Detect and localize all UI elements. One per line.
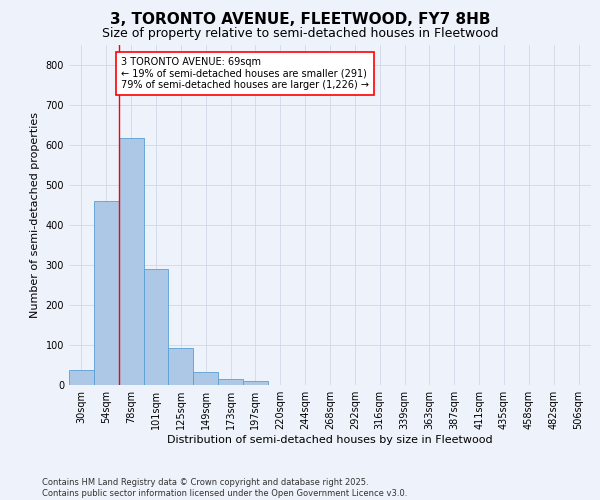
Bar	[119, 138, 143, 385]
Bar	[69, 370, 94, 385]
X-axis label: Distribution of semi-detached houses by size in Fleetwood: Distribution of semi-detached houses by …	[167, 435, 493, 445]
Text: Contains HM Land Registry data © Crown copyright and database right 2025.
Contai: Contains HM Land Registry data © Crown c…	[42, 478, 407, 498]
Text: 3, TORONTO AVENUE, FLEETWOOD, FY7 8HB: 3, TORONTO AVENUE, FLEETWOOD, FY7 8HB	[110, 12, 490, 28]
Bar	[193, 372, 218, 385]
Bar	[94, 200, 119, 385]
Text: Size of property relative to semi-detached houses in Fleetwood: Size of property relative to semi-detach…	[102, 28, 498, 40]
Bar	[143, 270, 169, 385]
Text: 3 TORONTO AVENUE: 69sqm
← 19% of semi-detached houses are smaller (291)
79% of s: 3 TORONTO AVENUE: 69sqm ← 19% of semi-de…	[121, 57, 369, 90]
Bar	[169, 348, 193, 385]
Y-axis label: Number of semi-detached properties: Number of semi-detached properties	[30, 112, 40, 318]
Bar	[218, 379, 243, 385]
Bar	[243, 382, 268, 385]
